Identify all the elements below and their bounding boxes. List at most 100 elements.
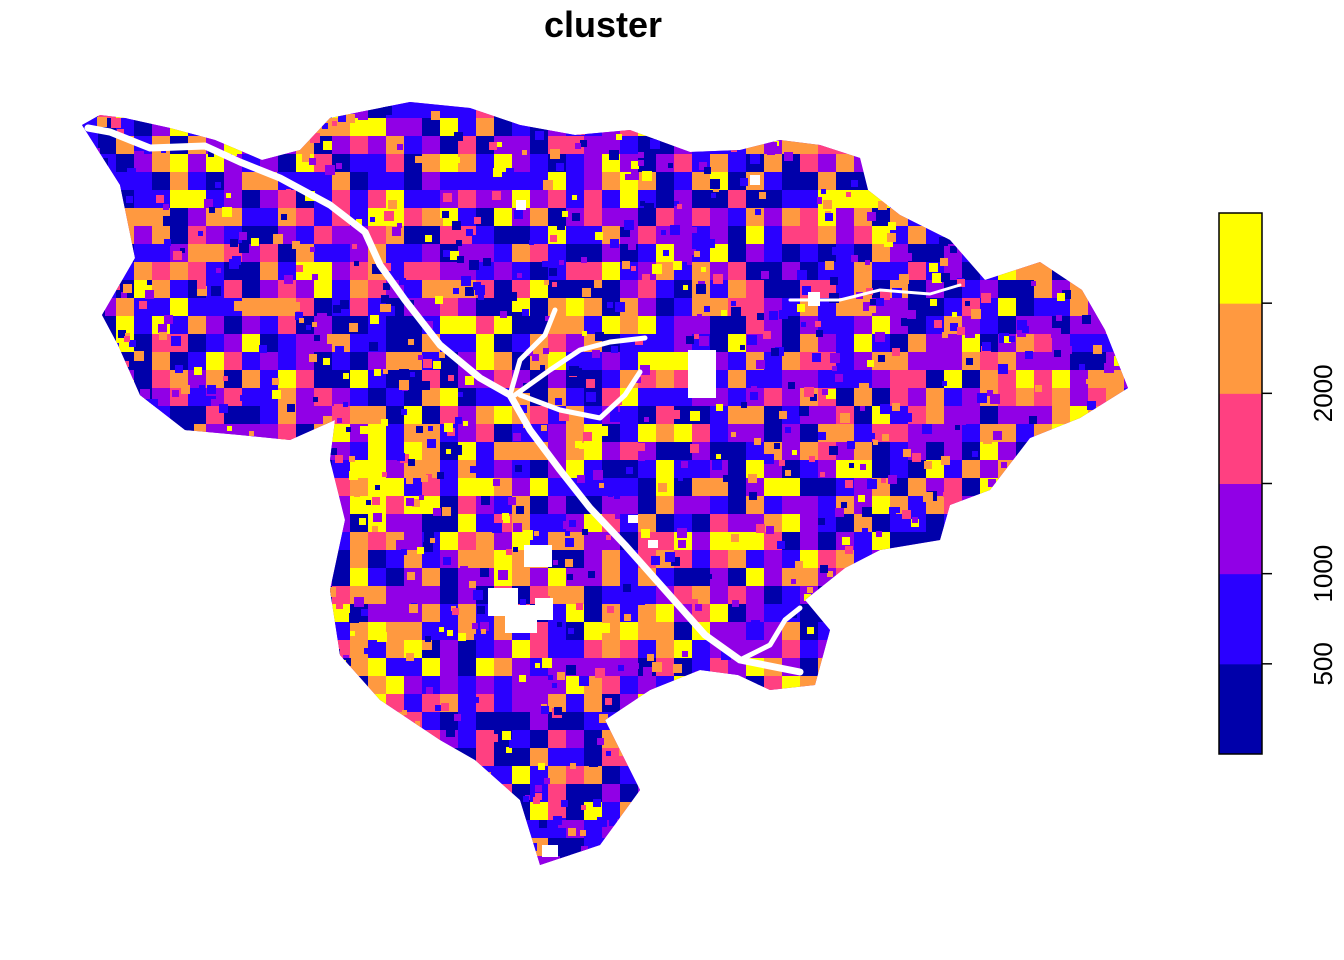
- raster-cell: [170, 586, 188, 604]
- raster-cell: [908, 102, 926, 118]
- raster-cell: [836, 262, 854, 280]
- raster-cell: [764, 802, 782, 820]
- raster-cell: [1106, 748, 1124, 766]
- raster-speckle: [156, 195, 164, 203]
- raster-speckle: [254, 676, 259, 681]
- raster-cell: [1088, 658, 1106, 676]
- raster-cell: [224, 316, 242, 334]
- raster-speckle: [1116, 102, 1124, 110]
- raster-cell: [1070, 838, 1088, 856]
- raster-speckle: [291, 302, 300, 311]
- raster-cell: [926, 334, 944, 352]
- raster-speckle: [889, 170, 897, 178]
- raster-cell: [1070, 532, 1088, 550]
- raster-cell: [980, 622, 998, 640]
- raster-cell: [854, 406, 872, 424]
- raster-cell: [476, 820, 494, 838]
- raster-cell: [638, 712, 656, 730]
- raster-cell: [188, 730, 206, 748]
- raster-speckle: [423, 359, 432, 368]
- raster-cell: [692, 532, 710, 550]
- raster-speckle: [751, 386, 757, 392]
- raster-cell: [242, 280, 260, 298]
- raster-cell: [1070, 460, 1088, 478]
- raster-cell: [728, 244, 746, 262]
- raster-cell: [566, 838, 584, 856]
- raster-cell: [800, 532, 818, 550]
- raster-cell: [314, 586, 332, 604]
- raster-cell: [1070, 280, 1088, 298]
- raster-speckle: [204, 199, 213, 208]
- raster-speckle: [180, 761, 190, 771]
- raster-cell: [296, 640, 314, 658]
- raster-speckle: [83, 295, 91, 303]
- raster-cell: [836, 226, 854, 244]
- raster-speckle: [931, 653, 936, 658]
- raster-speckle: [430, 538, 435, 543]
- raster-cell: [980, 568, 998, 586]
- raster-speckle: [750, 392, 758, 400]
- raster-speckle: [581, 257, 587, 263]
- raster-cell: [152, 352, 170, 370]
- raster-cell: [134, 406, 152, 424]
- raster-cell: [764, 838, 782, 856]
- raster-cell: [638, 496, 656, 514]
- raster-cell: [386, 712, 404, 730]
- raster-cell: [368, 154, 386, 172]
- raster-cell: [314, 802, 332, 820]
- raster-cell: [206, 460, 224, 478]
- raster-cell: [1106, 676, 1124, 694]
- raster-speckle: [631, 266, 636, 271]
- raster-cell: [872, 640, 890, 658]
- raster-cell: [98, 352, 116, 370]
- raster-speckle: [757, 313, 764, 320]
- raster-cell: [872, 316, 890, 334]
- raster-cell: [422, 280, 440, 298]
- raster-cell: [98, 172, 116, 190]
- raster-cell: [566, 244, 584, 262]
- raster-cell: [908, 460, 926, 478]
- raster-cell: [134, 856, 152, 865]
- raster-cell: [764, 424, 782, 442]
- raster-speckle: [978, 601, 987, 610]
- raster-speckle: [1092, 588, 1099, 595]
- raster-cell: [242, 172, 260, 190]
- raster-speckle: [271, 137, 280, 146]
- raster-cell: [494, 208, 512, 226]
- legend-swatch: [1219, 393, 1262, 484]
- raster-cell: [872, 262, 890, 280]
- raster-cell: [98, 280, 116, 298]
- raster-speckle: [961, 705, 968, 712]
- raster-speckle: [576, 603, 583, 610]
- raster-speckle: [873, 376, 882, 385]
- raster-cell: [368, 550, 386, 568]
- raster-cell: [656, 370, 674, 388]
- raster-cell: [188, 316, 206, 334]
- raster-cell: [404, 172, 422, 190]
- raster-cell: [746, 730, 764, 748]
- raster-cell: [98, 784, 116, 802]
- raster-cell: [548, 424, 566, 442]
- raster-cell: [278, 244, 296, 262]
- raster-speckle: [952, 312, 957, 317]
- raster-cell: [206, 424, 224, 442]
- raster-speckle: [443, 557, 451, 565]
- raster-speckle: [630, 758, 637, 765]
- raster-speckle: [1098, 751, 1103, 756]
- raster-speckle: [678, 540, 686, 548]
- raster-cell: [728, 676, 746, 694]
- raster-cell: [764, 604, 782, 622]
- raster-cell: [980, 316, 998, 334]
- raster-cell: [350, 568, 368, 586]
- raster-speckle: [293, 132, 302, 141]
- raster-cell: [890, 712, 908, 730]
- raster-speckle: [1092, 421, 1101, 430]
- raster-cell: [566, 102, 584, 118]
- raster-cell: [890, 460, 908, 478]
- raster-speckle: [171, 336, 181, 346]
- raster-cell: [602, 136, 620, 154]
- raster-cell: [98, 262, 116, 280]
- raster-speckle: [756, 454, 762, 460]
- raster-speckle: [790, 311, 795, 316]
- raster-speckle: [1091, 290, 1099, 298]
